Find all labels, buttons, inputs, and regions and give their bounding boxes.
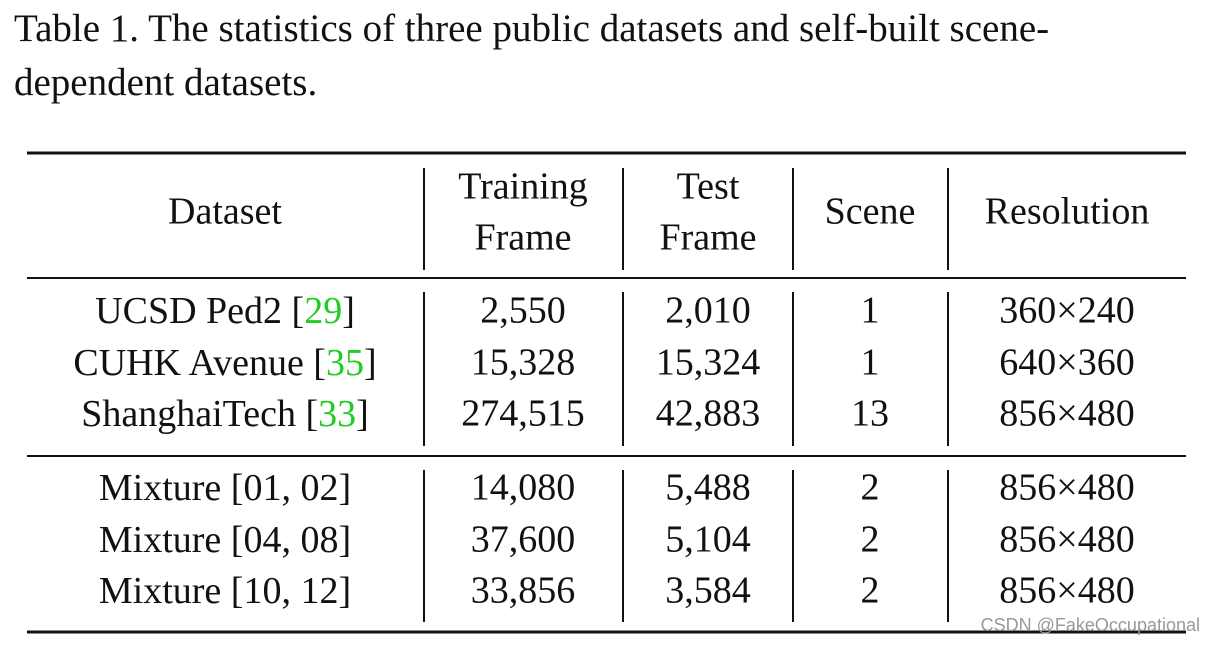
cell: 2,550: [480, 290, 566, 332]
cell: 5,104: [665, 519, 751, 561]
dataset-text: CUHK Avenue [: [73, 342, 326, 384]
dataset-cell: UCSD Ped2 [29]: [95, 290, 355, 332]
cell: 37,600: [471, 519, 576, 561]
header-cell: Frame: [474, 217, 571, 259]
cell: 15,324: [656, 342, 761, 384]
header-cell: Training: [458, 166, 588, 208]
header-cell: Resolution: [985, 191, 1150, 233]
cell: 2,010: [665, 290, 751, 332]
dataset-text: ShanghaiTech [: [81, 393, 318, 435]
cell: 360×240: [999, 290, 1134, 332]
cell: 42,883: [656, 393, 761, 435]
cell: 856×480: [999, 519, 1134, 561]
header-cell: Scene: [825, 191, 916, 233]
citation: 35: [326, 342, 364, 384]
citation: 33: [318, 393, 356, 435]
cell: 15,328: [471, 342, 576, 384]
dataset-text: ]: [364, 342, 377, 384]
dataset-text: Mixture [04, 08]: [99, 519, 351, 561]
cell: 13: [851, 393, 889, 435]
dataset-cell: CUHK Avenue [35]: [73, 342, 376, 384]
header-cell: Frame: [659, 217, 756, 259]
cell: 3,584: [665, 570, 751, 612]
caption-line: dependent datasets.: [14, 61, 317, 104]
cell: 274,515: [461, 393, 585, 435]
cell: 856×480: [999, 393, 1134, 435]
dataset-text: Mixture [10, 12]: [99, 570, 351, 612]
dataset-text: ]: [342, 290, 355, 332]
dataset-cell: Mixture [01, 02]: [99, 467, 351, 509]
cell: 1: [861, 342, 880, 384]
cell: 5,488: [665, 467, 751, 509]
dataset-text: Mixture [01, 02]: [99, 467, 351, 509]
dataset-cell: Mixture [10, 12]: [99, 570, 351, 612]
dataset-cell: ShanghaiTech [33]: [81, 393, 369, 435]
dataset-text: UCSD Ped2 [: [95, 290, 304, 332]
header-cell: Dataset: [168, 191, 282, 233]
cell: 2: [861, 519, 880, 561]
cell: 33,856: [471, 570, 576, 612]
dataset-cell: Mixture [04, 08]: [99, 519, 351, 561]
dataset-text: ]: [356, 393, 369, 435]
cell: 2: [861, 467, 880, 509]
cell: 856×480: [999, 570, 1134, 612]
citation: 29: [304, 290, 342, 332]
cell: 2: [861, 570, 880, 612]
cell: 856×480: [999, 467, 1134, 509]
header-cell: Test: [677, 166, 740, 208]
cell: 1: [861, 290, 880, 332]
cell: 640×360: [999, 342, 1134, 384]
watermark: CSDN @FakeOccupational: [981, 615, 1200, 635]
caption-line: Table 1. The statistics of three public …: [14, 7, 1049, 50]
cell: 14,080: [471, 467, 576, 509]
